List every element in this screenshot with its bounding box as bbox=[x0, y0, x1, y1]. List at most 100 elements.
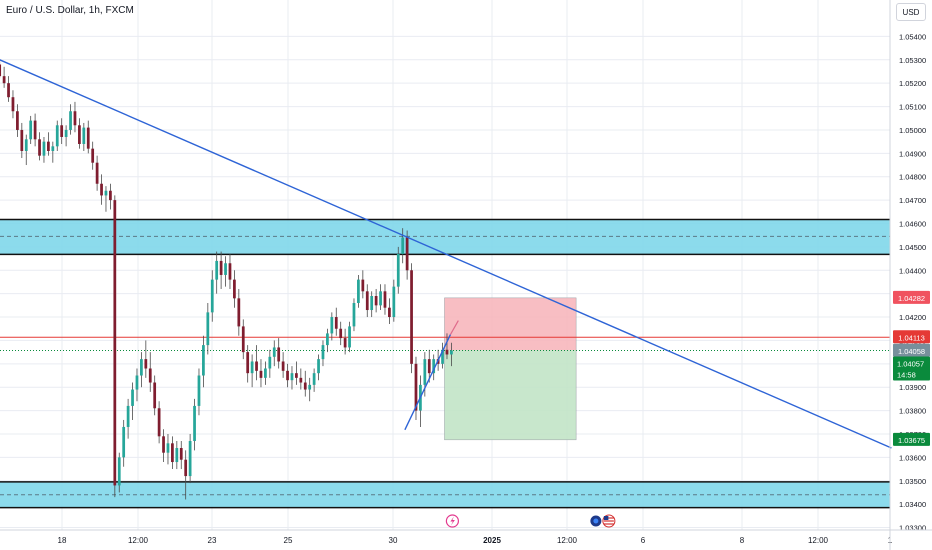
candle[interactable] bbox=[86, 120, 90, 154]
candle[interactable] bbox=[308, 377, 312, 402]
candle[interactable] bbox=[69, 104, 72, 135]
candle[interactable] bbox=[109, 183, 112, 210]
candle[interactable] bbox=[206, 303, 210, 355]
candle[interactable] bbox=[78, 118, 81, 149]
candle[interactable] bbox=[233, 270, 236, 308]
descending-trendline[interactable] bbox=[0, 59, 892, 449]
candle[interactable] bbox=[450, 342, 453, 367]
candle[interactable] bbox=[264, 361, 267, 385]
candle[interactable] bbox=[396, 246, 400, 294]
candle[interactable] bbox=[11, 90, 15, 119]
candle[interactable] bbox=[122, 419, 126, 467]
candle[interactable] bbox=[104, 186, 108, 212]
candle[interactable] bbox=[303, 370, 307, 397]
candle[interactable] bbox=[224, 256, 227, 287]
candle[interactable] bbox=[268, 349, 272, 378]
candle[interactable] bbox=[343, 328, 347, 355]
candle[interactable] bbox=[401, 228, 405, 264]
candle[interactable] bbox=[51, 141, 55, 163]
candle[interactable] bbox=[175, 440, 179, 470]
candle[interactable] bbox=[405, 230, 409, 280]
candle[interactable] bbox=[410, 263, 413, 374]
candle[interactable] bbox=[202, 335, 205, 388]
candle[interactable] bbox=[157, 401, 161, 444]
candle[interactable] bbox=[432, 354, 436, 381]
candle[interactable] bbox=[219, 251, 223, 289]
candle[interactable] bbox=[237, 288, 241, 336]
candle[interactable] bbox=[250, 354, 254, 388]
candle[interactable] bbox=[47, 132, 50, 156]
event-flag-icon[interactable] bbox=[589, 514, 603, 528]
candle[interactable] bbox=[126, 398, 130, 439]
candle[interactable] bbox=[179, 440, 183, 470]
candle[interactable] bbox=[29, 115, 33, 144]
candle[interactable] bbox=[215, 251, 219, 294]
candle[interactable] bbox=[197, 368, 201, 416]
candle[interactable] bbox=[135, 368, 139, 402]
candle[interactable] bbox=[277, 338, 281, 369]
candle[interactable] bbox=[188, 433, 192, 484]
candle[interactable] bbox=[64, 125, 68, 147]
candle[interactable] bbox=[117, 452, 121, 493]
candle[interactable] bbox=[24, 134, 28, 166]
candle[interactable] bbox=[330, 312, 334, 341]
candle[interactable] bbox=[7, 76, 10, 102]
candle[interactable] bbox=[73, 101, 77, 133]
candle[interactable] bbox=[16, 104, 19, 137]
candle[interactable] bbox=[131, 382, 134, 420]
candle[interactable] bbox=[153, 375, 157, 416]
candle[interactable] bbox=[321, 340, 325, 367]
candle[interactable] bbox=[419, 375, 422, 427]
candle[interactable] bbox=[414, 356, 418, 420]
lightning-icon[interactable] bbox=[445, 514, 459, 528]
candle[interactable] bbox=[370, 291, 374, 318]
candle[interactable] bbox=[326, 328, 329, 353]
candle[interactable] bbox=[441, 342, 444, 369]
candle[interactable] bbox=[60, 118, 64, 144]
candle[interactable] bbox=[42, 136, 46, 163]
candle[interactable] bbox=[55, 120, 59, 152]
candle[interactable] bbox=[272, 340, 276, 367]
stop-loss-zone[interactable] bbox=[444, 297, 577, 351]
candle[interactable] bbox=[148, 352, 152, 392]
take-profit-zone[interactable] bbox=[444, 350, 577, 440]
candle[interactable] bbox=[228, 253, 232, 289]
candle[interactable] bbox=[379, 284, 382, 311]
candle[interactable] bbox=[383, 284, 387, 315]
candle[interactable] bbox=[361, 270, 365, 299]
candle[interactable] bbox=[427, 349, 431, 383]
candle[interactable] bbox=[2, 66, 6, 88]
candle[interactable] bbox=[0, 59, 2, 79]
candle[interactable] bbox=[166, 433, 170, 465]
candle[interactable] bbox=[317, 354, 320, 381]
candle[interactable] bbox=[38, 132, 41, 161]
candle[interactable] bbox=[91, 141, 95, 170]
candle[interactable] bbox=[140, 352, 143, 388]
candle[interactable] bbox=[445, 333, 449, 360]
candle[interactable] bbox=[210, 270, 214, 322]
candle[interactable] bbox=[20, 122, 24, 159]
us-flag-icon[interactable] bbox=[602, 514, 616, 528]
candle[interactable] bbox=[352, 298, 356, 332]
candle[interactable] bbox=[162, 429, 165, 463]
candle[interactable] bbox=[113, 195, 117, 498]
candle[interactable] bbox=[388, 298, 391, 325]
candle[interactable] bbox=[374, 288, 378, 313]
candle[interactable] bbox=[255, 345, 258, 381]
candle[interactable] bbox=[334, 307, 338, 336]
candle[interactable] bbox=[95, 155, 99, 191]
candle[interactable] bbox=[286, 363, 289, 388]
candle[interactable] bbox=[365, 284, 369, 318]
candle[interactable] bbox=[392, 279, 396, 322]
candle[interactable] bbox=[100, 174, 103, 205]
currency-selector[interactable]: USD bbox=[896, 3, 926, 21]
candle[interactable] bbox=[144, 340, 148, 378]
candle[interactable] bbox=[281, 352, 285, 378]
candle[interactable] bbox=[348, 321, 351, 353]
candle[interactable] bbox=[241, 319, 245, 360]
candle[interactable] bbox=[246, 345, 250, 383]
candle[interactable] bbox=[339, 321, 343, 346]
candle[interactable] bbox=[357, 274, 360, 308]
